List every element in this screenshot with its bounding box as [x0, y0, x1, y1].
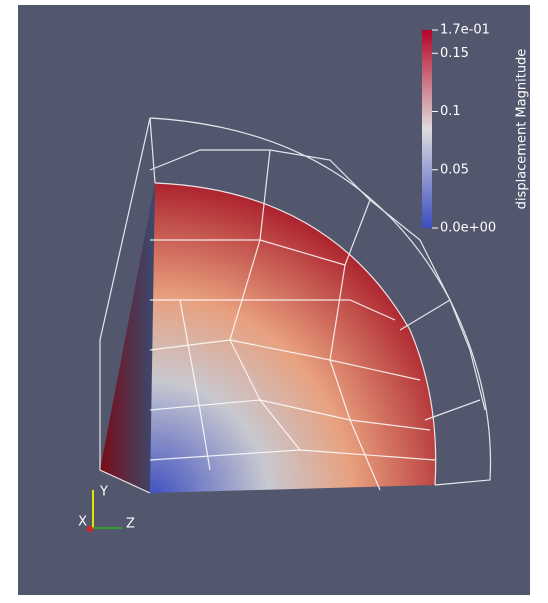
- colorbar-title: displacement Magnitude: [515, 49, 530, 210]
- render-view: displacement Magnitude Y X Z 0.0e+00 1.7e…: [0, 0, 548, 599]
- colorbar-tick-label: 1.7e-01: [440, 23, 490, 38]
- axis-label: Z: [126, 517, 135, 532]
- colorbar-tick-label: 0.15: [440, 46, 469, 61]
- colorbar: [422, 30, 432, 228]
- colorbar-tick-label: 0.0e+00: [440, 221, 496, 236]
- axis-label: Y: [99, 485, 108, 500]
- page: {"colorbar": {"title": "displacement Mag…: [0, 0, 548, 599]
- colorbar-tick-label: 0.05: [440, 162, 469, 177]
- axis-label: X: [78, 515, 87, 530]
- colorbar-tick-label: 0.1: [440, 104, 461, 119]
